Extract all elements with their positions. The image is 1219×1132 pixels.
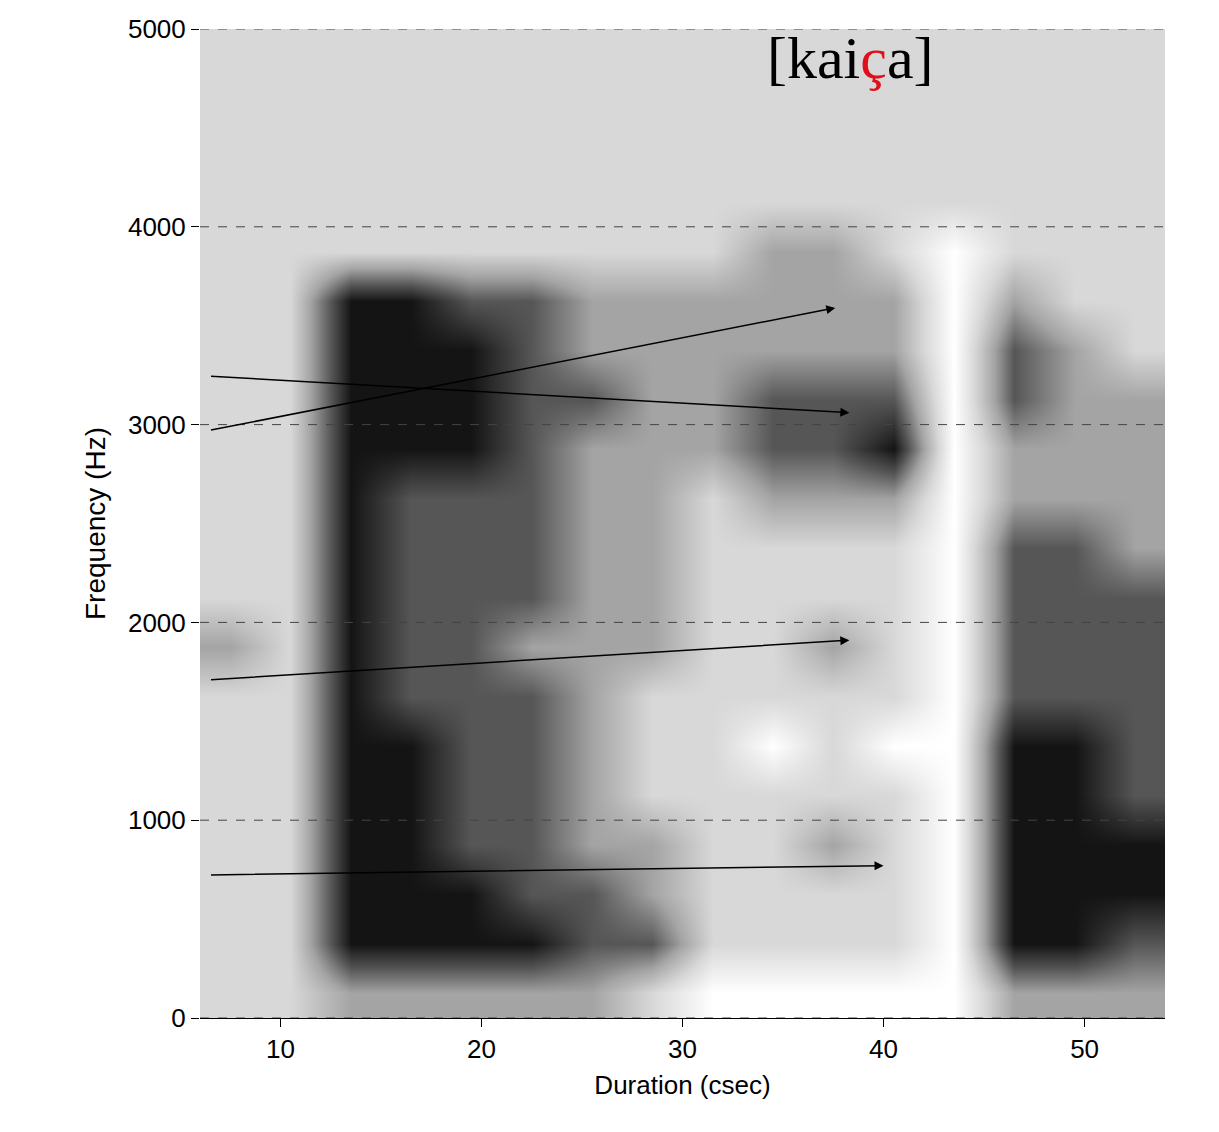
svg-text:1000: 1000: [128, 805, 186, 835]
svg-text:50: 50: [1070, 1034, 1099, 1064]
svg-text:2000: 2000: [128, 608, 186, 638]
svg-text:0: 0: [171, 1003, 185, 1033]
svg-text:[kaiça]: [kaiça]: [767, 25, 934, 91]
svg-text:5000: 5000: [128, 14, 186, 44]
svg-text:30: 30: [668, 1034, 697, 1064]
svg-text:40: 40: [869, 1034, 898, 1064]
svg-text:Duration (csec): Duration (csec): [594, 1070, 770, 1100]
svg-text:Frequency (Hz): Frequency (Hz): [80, 427, 111, 620]
svg-text:3000: 3000: [128, 410, 186, 440]
svg-text:20: 20: [467, 1034, 496, 1064]
svg-text:4000: 4000: [128, 212, 186, 242]
svg-text:10: 10: [266, 1034, 295, 1064]
